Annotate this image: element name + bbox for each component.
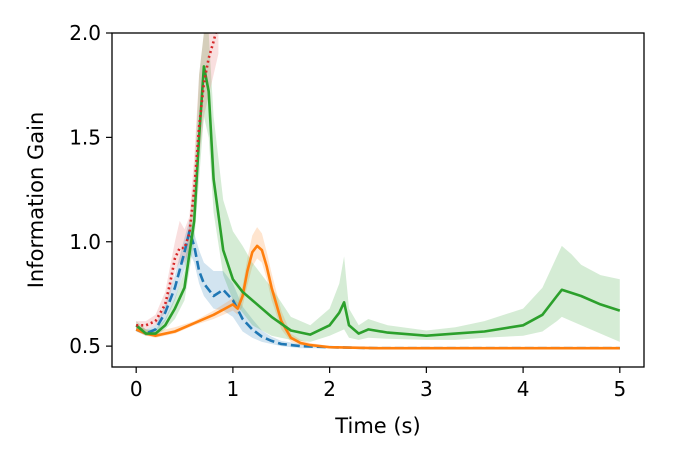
y-tick-label: 1.0 bbox=[69, 230, 101, 254]
x-tick-label: 1 bbox=[227, 377, 240, 401]
x-axis-label: Time (s) bbox=[334, 414, 420, 438]
series-3-line bbox=[135, 65, 621, 338]
x-tick-label: 4 bbox=[517, 377, 530, 401]
series-1-band bbox=[136, 220, 620, 350]
y-tick-label: 2.0 bbox=[69, 21, 101, 45]
x-tick-label: 5 bbox=[613, 377, 626, 401]
x-tick-label: 3 bbox=[420, 377, 433, 401]
y-axis-label: Information Gain bbox=[24, 112, 48, 289]
series-4-band bbox=[136, 33, 219, 330]
series-2-line bbox=[135, 244, 620, 350]
series-2-band bbox=[136, 227, 620, 350]
series-4-line bbox=[136, 33, 218, 327]
y-tick-label: 0.5 bbox=[69, 334, 101, 358]
x-tick-label: 2 bbox=[323, 377, 336, 401]
plot-frame bbox=[111, 32, 645, 368]
series-3-band bbox=[136, 33, 620, 342]
x-tick-label: 0 bbox=[130, 377, 143, 401]
y-tick-label: 1.5 bbox=[69, 125, 101, 149]
